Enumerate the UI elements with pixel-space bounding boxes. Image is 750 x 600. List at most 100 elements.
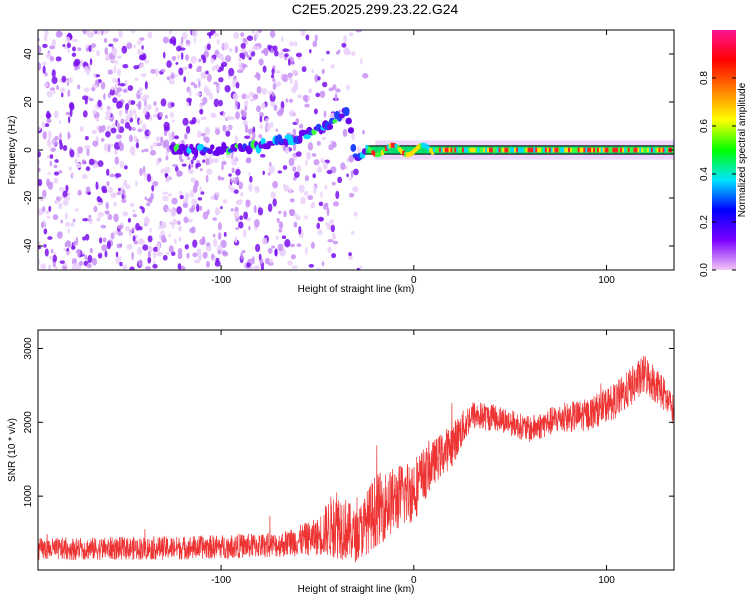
spectrogram-cell <box>177 170 183 177</box>
spectrogram-cell <box>248 183 253 192</box>
spectrogram-cell <box>77 189 82 196</box>
spectrogram-cell <box>49 154 54 159</box>
spectrogram-cell <box>42 65 46 74</box>
spectrogram-cell <box>75 249 81 254</box>
spectrogram-cell <box>44 248 49 257</box>
spectrogram-cell <box>138 64 145 69</box>
spectrogram-cell <box>243 211 248 220</box>
spectrogram-cell <box>43 244 47 248</box>
spectrogram-cell <box>222 251 229 257</box>
spectrogram-cell <box>145 266 151 270</box>
spectrogram-cell <box>296 243 302 247</box>
carrier-cell <box>610 147 614 153</box>
spectrogram-cell <box>234 99 238 108</box>
spectrogram-cell <box>58 195 64 200</box>
spectrogram-cell <box>346 50 351 55</box>
spectrogram-cell <box>272 198 277 207</box>
spectrogram-cell <box>156 251 163 257</box>
spectrogram-cell <box>84 233 90 241</box>
spectrogram-cell <box>162 195 169 202</box>
spectrogram-cell <box>51 76 58 84</box>
carrier-cell <box>566 147 570 153</box>
spectrogram-cell <box>231 157 238 166</box>
carrier-cell <box>454 147 458 153</box>
spectrogram-cell <box>102 30 110 35</box>
spectrogram-cell <box>128 134 133 143</box>
spectrogram-cell <box>190 164 194 168</box>
spectrogram-cell <box>142 107 147 116</box>
spectrogram-cell <box>310 241 315 249</box>
spectrogram-cell <box>155 136 161 142</box>
spectrogram-cell <box>152 180 159 187</box>
spectrogram-cell <box>195 92 202 96</box>
spectrogram-cell <box>55 30 62 38</box>
spectrogram-cell <box>222 199 228 204</box>
spectrogram-cell <box>146 104 152 111</box>
spectrogram-cell <box>133 44 136 49</box>
spectrogram-cell <box>168 233 172 238</box>
spectrogram-cell <box>42 206 46 213</box>
spectrogram-cell <box>255 31 259 39</box>
spectrogram-cell <box>330 64 335 69</box>
carrier-cell <box>498 147 502 153</box>
spectrogram-cell <box>58 187 65 192</box>
spectrogram-cell <box>186 252 190 259</box>
spectrogram-cell <box>74 208 80 212</box>
carrier-cell <box>529 147 533 153</box>
spectrogram-cell <box>248 172 251 177</box>
spectrogram-cell <box>308 88 313 94</box>
spectrogram-cell <box>138 54 146 61</box>
spectrogram-cell <box>350 170 354 178</box>
spectrogram-cell <box>141 149 145 153</box>
spectrogram-cell <box>109 88 115 96</box>
spectrogram-cell <box>256 86 262 94</box>
spectrogram-cell <box>271 245 276 249</box>
spectrogram-cell <box>51 39 57 47</box>
spectrogram-cell <box>90 43 97 48</box>
spectrogram-cell <box>126 42 133 50</box>
spectrogram-cell <box>87 31 94 39</box>
spectrogram-cell <box>66 42 72 48</box>
spectrogram-cell <box>214 64 220 70</box>
spectrogram-cell <box>246 54 250 59</box>
spectrogram-cell <box>335 88 341 93</box>
spectrogram-cell <box>295 214 301 221</box>
spectrogram-cell <box>225 55 232 63</box>
spectrogram-cell <box>147 31 153 39</box>
spectrogram-cell <box>117 55 122 59</box>
spectrogram-cell <box>245 94 250 100</box>
spectrogram-cell <box>38 167 41 173</box>
spectrogram-cell <box>188 63 193 69</box>
spectrogram-cell <box>47 171 52 175</box>
spectrogram-cell <box>200 132 206 137</box>
spectrogram-cell <box>114 156 120 165</box>
spectrogram-cell <box>61 75 67 83</box>
spectrogram-cell <box>295 151 302 157</box>
spectrogram-cell <box>280 101 285 110</box>
spectrogram-cell <box>168 79 176 85</box>
spectrogram-cell <box>38 151 41 158</box>
spectrogram-cell <box>278 221 284 229</box>
spectrogram-cell <box>307 142 314 151</box>
spectrogram-cell <box>133 135 138 142</box>
spectrogram-cell <box>53 141 59 146</box>
carrier-cell <box>604 147 608 153</box>
carrier-cell <box>523 147 527 153</box>
spectrogram-cell <box>228 183 232 191</box>
snr-series-line <box>38 355 674 563</box>
spectrogram-cell <box>167 193 172 197</box>
spectrogram-cell <box>78 260 84 266</box>
spectrogram-cell <box>162 254 168 261</box>
spectrogram-cell <box>230 116 235 120</box>
carrier-cell <box>589 147 593 153</box>
spectrogram-cell <box>341 42 347 48</box>
spectrogram-cell <box>105 131 111 138</box>
spectrogram-cell <box>47 236 53 240</box>
carrier-cell <box>662 147 666 153</box>
spectrogram-cell <box>220 176 225 181</box>
spectrogram-cell <box>53 171 60 176</box>
spectrogram-cell <box>242 229 247 238</box>
spectrogram-cell <box>67 89 71 97</box>
spectrogram-cell <box>85 166 91 172</box>
spectrogram-cell <box>156 158 160 166</box>
